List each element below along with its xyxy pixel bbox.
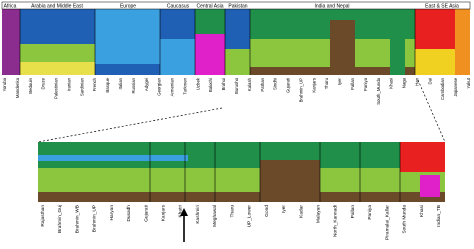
population-label: Adygei — [144, 78, 149, 91]
population-label: Pallan — [350, 77, 355, 90]
population-label: Rajasthan — [40, 205, 46, 227]
population-label: Paniya — [363, 77, 368, 91]
region-label: Caucasus — [167, 4, 190, 10]
population-label: Kalash — [247, 77, 252, 91]
population-label: Dusadh — [126, 205, 132, 222]
population-label: Gujarati — [286, 78, 291, 93]
population-label: Paniya — [367, 205, 373, 220]
population-label: Basque — [105, 77, 110, 92]
population-label: Dai — [427, 78, 432, 84]
population-label: Druze — [41, 77, 46, 89]
population-label: Khasi — [419, 205, 425, 217]
population-label: Naga — [402, 77, 407, 88]
population-label: Piramalai_Kallar — [384, 205, 390, 240]
population-label: Tharu — [324, 77, 329, 89]
population-label: Kanjars — [311, 78, 316, 93]
population-label: Balochi — [208, 78, 213, 92]
population-label: Mandenka — [15, 77, 20, 98]
population-label: Sindhi — [273, 78, 278, 90]
figure: Africa Arabia and Middle East Europe Caucas… — [1, 1, 471, 242]
population-label: Tharu — [229, 205, 235, 218]
region-label: Arabia and Middle East — [31, 4, 83, 10]
region-label: East & SE Asia — [425, 4, 459, 10]
population-label: Gujarati — [143, 205, 149, 222]
population-label: Iyer — [337, 77, 342, 85]
population-label: Kadar — [298, 205, 304, 218]
population-label: Bedouin — [28, 77, 33, 93]
population-label: Iranian — [66, 77, 71, 91]
population-label: Brahui — [221, 78, 226, 90]
population-label: Iyer — [281, 205, 287, 213]
population-label: Yoruba — [2, 77, 7, 91]
region-label: India and Nepal — [314, 4, 349, 10]
population-label: Armenian — [170, 77, 175, 96]
population-label: Cambodian — [440, 77, 445, 100]
population-label: Burusho — [234, 77, 239, 94]
population-label: Khatri — [178, 205, 184, 218]
population-label: North_Kannadi — [333, 205, 339, 237]
population-label: Palestinian — [54, 77, 59, 99]
region-label: Africa — [4, 4, 17, 10]
population-label: South Munda — [402, 205, 408, 234]
arrow — [180, 208, 188, 242]
bottom-panel — [38, 142, 445, 202]
population-label: Pallan — [350, 205, 356, 219]
population-label: Uzbek — [195, 77, 200, 90]
population-label: French — [92, 77, 97, 91]
population-label: Russian — [131, 77, 136, 93]
population-label: Italian — [118, 77, 123, 89]
population-label: Brahmin_Guj — [57, 205, 63, 233]
population-label: Japanese — [453, 77, 458, 96]
population-label: Yakut — [466, 77, 471, 88]
population-label: Khasi — [389, 78, 394, 89]
region-label: Pakistan — [228, 4, 247, 10]
population-label: South_Munda — [376, 77, 381, 104]
population-label: Sardinian — [79, 77, 84, 96]
population-label: Meghawal — [212, 205, 218, 227]
region-label: Europe — [120, 4, 136, 10]
population-label: Han — [414, 77, 419, 85]
population-label: Pathan — [260, 77, 265, 91]
population-label: Brahmin_UP — [298, 78, 303, 102]
zoom-lines — [37, 79, 446, 143]
population-label: Turkmen — [182, 77, 187, 94]
population-label: Brahmin_WB — [74, 205, 80, 233]
population-label: Brahmin_UP — [92, 205, 98, 232]
population-label: Gond — [264, 205, 270, 217]
population-label: Haryan — [109, 205, 115, 221]
top-panel — [1, 1, 471, 75]
population-label: UP_Lower — [247, 205, 253, 228]
population-label: Indian_TB — [436, 205, 442, 227]
population-label: Malayan — [315, 205, 321, 223]
population-label: Georgian — [157, 77, 162, 95]
population-label: Kanjars — [161, 204, 167, 221]
region-label: Central Asia — [197, 4, 224, 10]
population-label: Kashmiri — [195, 205, 201, 224]
